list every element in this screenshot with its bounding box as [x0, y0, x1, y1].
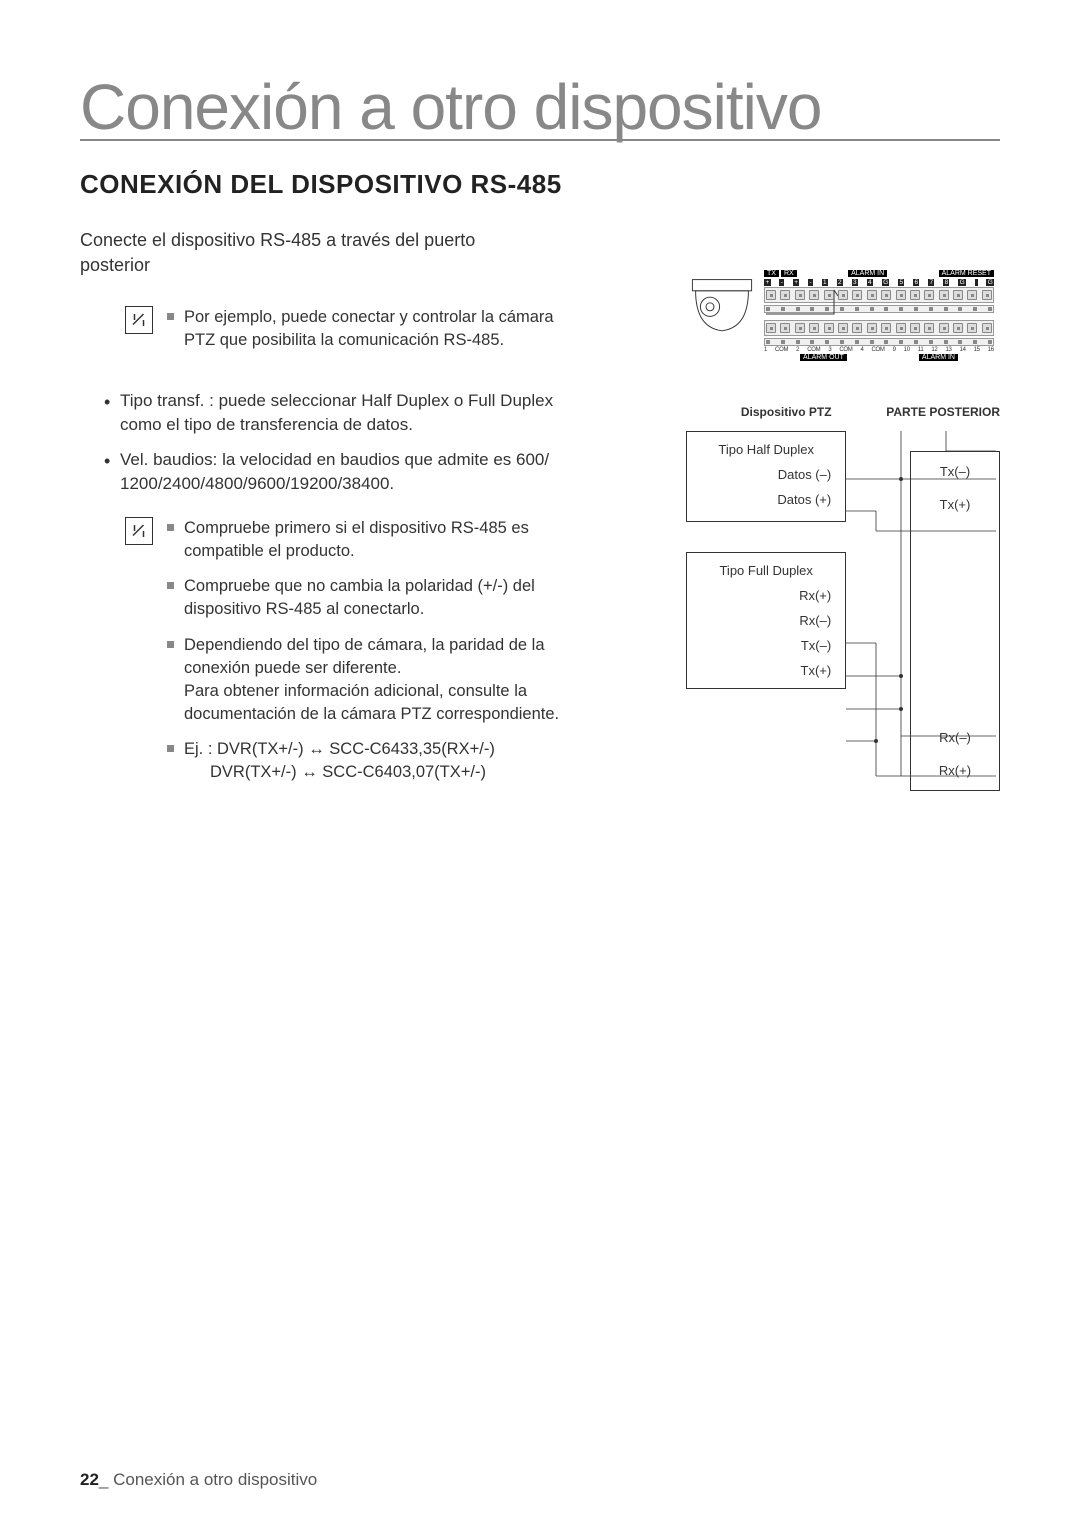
note-icon — [125, 306, 153, 334]
terminal-pin-label: 4 — [860, 347, 863, 353]
note-item: Compruebe que no cambia la polaridad (+/… — [167, 575, 560, 621]
terminal-pin-label: 2 — [796, 347, 799, 353]
main-title: Conexión a otro dispositivo — [80, 75, 1000, 141]
terminal-pin-label: 5 — [898, 279, 904, 286]
square-bullet-icon — [167, 524, 174, 531]
section-title: CONEXIÓN DEL DISPOSITIVO RS-485 — [80, 169, 1000, 200]
terminal-pin-label: G — [882, 279, 890, 286]
note-item: Compruebe primero si el dispositivo RS-4… — [167, 517, 560, 563]
note-text: Ej. : DVR(TX+/-) ↔ SCC-C6433,35(RX+/-) — [184, 738, 495, 761]
terminal-pin-label — [975, 279, 978, 286]
note-text: Por ejemplo, puede conectar y controlar … — [184, 306, 560, 352]
note-text: Compruebe primero si el dispositivo RS-4… — [184, 517, 560, 563]
terminal-label: ALARM RESET — [939, 270, 994, 277]
terminal-pin-label: 15 — [974, 347, 980, 353]
rear-signals-box: Tx(–) Tx(+) Rx(–) Rx(+) — [910, 451, 1000, 791]
terminal-pin-label: 10 — [904, 347, 910, 353]
signal-label: Tx(+) — [919, 497, 991, 512]
wiring-heading: Tipo Half Duplex — [695, 442, 837, 457]
signal-label: Datos (+) — [695, 492, 837, 507]
half-duplex-box: Tipo Half Duplex Datos (–) Datos (+) — [686, 431, 846, 522]
terminal-pin-label: 6 — [913, 279, 919, 286]
note-item: Dependiendo del tipo de cámara, la parid… — [167, 634, 560, 726]
terminal-pin-label: 3 — [828, 347, 831, 353]
terminal-label: TX — [764, 270, 779, 277]
terminal-pin-label: 7 — [928, 279, 934, 286]
note-item: Por ejemplo, puede conectar y controlar … — [167, 306, 560, 352]
signal-label: Rx(+) — [919, 763, 991, 778]
terminal-pin-label: 9 — [893, 347, 896, 353]
camera-icon — [686, 270, 766, 350]
terminal-label: ALARM OUT — [800, 354, 847, 361]
terminal-pin-label: 16 — [988, 347, 994, 353]
signal-label: Rx(+) — [695, 588, 837, 603]
terminal-pin-label: 13 — [945, 347, 951, 353]
note-icon — [125, 517, 153, 545]
terminal-pin-label: COM — [839, 347, 852, 353]
note-text: DVR(TX+/-) ↔ SCC-C6403,07(TX+/-) — [184, 761, 495, 784]
terminal-pin-label: G — [958, 279, 966, 286]
signal-label: Tx(+) — [695, 663, 837, 678]
note-text: Para obtener información adicional, cons… — [184, 680, 560, 726]
page-number: 22 — [80, 1470, 99, 1489]
signal-label: Rx(–) — [695, 613, 837, 628]
square-bullet-icon — [167, 313, 174, 320]
intro-text: Conecte el dispositivo RS-485 a través d… — [80, 228, 500, 278]
terminal-pin-label: COM — [807, 347, 820, 353]
note-text: Compruebe que no cambia la polaridad (+/… — [184, 575, 560, 621]
footer-text: Conexión a otro dispositivo — [113, 1470, 317, 1489]
note-item: Ej. : DVR(TX+/-) ↔ SCC-C6433,35(RX+/-) D… — [167, 738, 560, 784]
terminal-pin-label: 4 — [867, 279, 873, 286]
terminal-pin-label: 12 — [931, 347, 937, 353]
note-block-2: Compruebe primero si el dispositivo RS-4… — [80, 517, 560, 796]
terminal-label: ALARM IN — [919, 354, 958, 361]
full-duplex-box: Tipo Full Duplex Rx(+) Rx(–) Tx(–) Tx(+) — [686, 552, 846, 689]
terminal-pin-label: COM — [872, 347, 885, 353]
signal-label: Datos (–) — [695, 467, 837, 482]
terminal-label: RX — [781, 270, 797, 277]
terminal-pin-label: COM — [775, 347, 788, 353]
square-bullet-icon — [167, 745, 174, 752]
page-footer: 22_ Conexión a otro dispositivo — [80, 1470, 317, 1490]
diagram-area: TX RX ALARM IN ALARM RESET +-+-1234G5678… — [686, 270, 1000, 689]
bullet-item: Tipo transf. : puede seleccionar Half Du… — [104, 389, 560, 438]
signal-label: Tx(–) — [695, 638, 837, 653]
footer-separator: _ — [99, 1470, 113, 1489]
signal-label: Rx(–) — [919, 730, 991, 745]
wiring-diagram: Tipo Half Duplex Datos (–) Datos (+) Tip… — [686, 431, 1000, 689]
terminal-pin-label: 14 — [960, 347, 966, 353]
left-column: Por ejemplo, puede conectar y controlar … — [80, 306, 560, 796]
diagram-label-rear: PARTE POSTERIOR — [886, 405, 1000, 419]
square-bullet-icon — [167, 641, 174, 648]
terminal-pin-label: 8 — [943, 279, 949, 286]
diagram-label-ptz: Dispositivo PTZ — [686, 405, 886, 419]
terminal-label: ALARM IN — [848, 270, 887, 277]
bullet-item: Vel. baudios: la velocidad en baudios qu… — [104, 448, 560, 497]
terminal-pin-label: 11 — [918, 347, 924, 353]
wiring-heading: Tipo Full Duplex — [695, 563, 837, 578]
terminal-pin-label: G — [986, 279, 994, 286]
note-block-1: Por ejemplo, puede conectar y controlar … — [80, 306, 560, 364]
signal-label: Tx(–) — [919, 464, 991, 479]
terminal-numbers-bottom: 1COM2COM3COM4COM910111213141516 — [764, 347, 994, 353]
note-text: Dependiendo del tipo de cámara, la parid… — [184, 634, 560, 680]
square-bullet-icon — [167, 582, 174, 589]
bullet-list: Tipo transf. : puede seleccionar Half Du… — [80, 389, 560, 498]
